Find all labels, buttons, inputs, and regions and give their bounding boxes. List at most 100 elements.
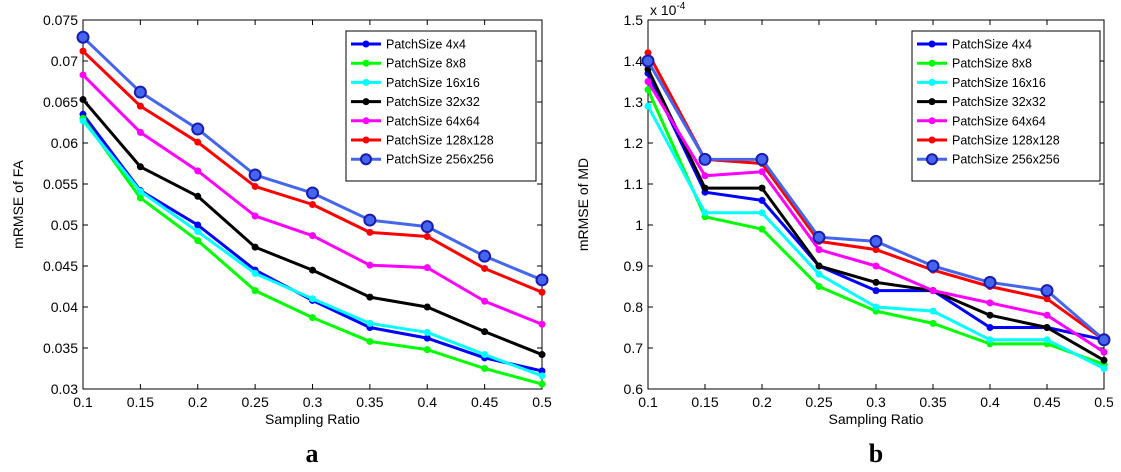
chart-a-data-point xyxy=(191,122,205,136)
chart-a-data-point xyxy=(251,269,259,277)
chart-b-data-point xyxy=(758,225,766,233)
chart-b-data-point xyxy=(986,336,994,344)
chart-b-data-point xyxy=(1100,348,1108,356)
chart-a-x-tick-label: 0.35 xyxy=(356,394,383,410)
chart-b-data-point xyxy=(926,259,940,273)
chart-b-x-tick-label: 0.5 xyxy=(1094,394,1114,410)
chart-b-x-tick-label: 0.25 xyxy=(805,394,832,410)
chart-a-legend-label: PatchSize 256x256 xyxy=(386,153,494,167)
chart-a-data-point xyxy=(481,365,489,372)
chart-b-data-point xyxy=(644,65,652,73)
chart-a-data-point xyxy=(478,249,492,263)
chart-b-data-point xyxy=(986,299,994,307)
chart-a-data-point xyxy=(423,334,431,342)
chart-b-data-point xyxy=(755,152,769,166)
chart-a-data-point xyxy=(538,351,546,359)
chart-b-y-tick-label: 1.5 xyxy=(624,12,644,28)
chart-b-series-5 xyxy=(644,78,1108,356)
chart-b-data-point xyxy=(644,86,652,94)
chart-a-legend-entry: PatchSize 64x64 xyxy=(351,114,480,128)
chart-b-data-point xyxy=(1097,333,1111,347)
chart-b-y-tick-label: 1.1 xyxy=(624,176,644,192)
chart-a-y-tick-label: 0.065 xyxy=(43,94,78,110)
chart-b-legend-box xyxy=(911,30,1101,182)
chart-b-legend-marker xyxy=(928,136,936,144)
chart-b-data-point xyxy=(1043,336,1051,344)
chart-b-legend-marker xyxy=(928,78,936,86)
chart-a-data-point xyxy=(309,295,316,303)
chart-a-legend-label: PatchSize 32x32 xyxy=(386,95,480,109)
chart-b-x-tick-label: 0.2 xyxy=(752,394,772,410)
chart-b-data-point xyxy=(758,209,766,217)
chart-b-x-tick-label: 0.3 xyxy=(866,394,886,410)
chart-b-data-point xyxy=(872,303,880,311)
chart-a-legend-marker xyxy=(362,59,370,67)
chart-a-legend-marker xyxy=(362,78,370,86)
chart-a-legend-label: PatchSize 64x64 xyxy=(386,114,480,128)
chart-b-y-tick-label: 0.9 xyxy=(624,258,644,274)
chart-a-y-tick-label: 0.05 xyxy=(51,217,78,233)
chart-a-legend-entry: PatchSize 8x8 xyxy=(351,57,466,71)
chart-a-y-tick-label: 0.055 xyxy=(43,176,78,192)
chart-a-data-point xyxy=(136,102,144,110)
chart-a-data-point xyxy=(136,187,144,195)
chart-a-data-point xyxy=(481,328,489,336)
chart-b-legend-marker xyxy=(928,98,936,106)
chart-a-legend-marker xyxy=(362,40,370,48)
chart-a-data-point xyxy=(194,192,202,200)
chart-b-legend: PatchSize 4x4 PatchSize 8x8 PatchSize 16x1… xyxy=(911,30,1101,182)
chart-a-data-point xyxy=(423,328,431,336)
chart-b-legend-marker xyxy=(928,117,936,125)
chart-b-legend-label: PatchSize 128x128 xyxy=(952,134,1060,148)
chart-a-data-point xyxy=(363,213,377,227)
chart-a-data-point xyxy=(538,320,546,328)
chart-b-data-point xyxy=(872,262,880,270)
chart-a-data-point xyxy=(538,288,546,296)
chart-a-y-tick-label: 0.03 xyxy=(51,381,78,397)
chart-a-legend-marker xyxy=(362,136,370,144)
chart-b-data-point xyxy=(929,307,937,315)
chart-b-legend-label: PatchSize 4x4 xyxy=(952,38,1032,52)
chart-a-data-point xyxy=(309,266,316,274)
chart-b-data-point xyxy=(815,283,823,290)
chart-b-x-tick-label: 0.4 xyxy=(980,394,1000,410)
chart-a-data-point xyxy=(309,314,316,322)
chart-a-legend-entry: PatchSize 4x4 xyxy=(351,38,466,52)
chart-b-y-tick-label: 0.6 xyxy=(624,381,644,397)
chart-b-exponent-label: x 10-4 xyxy=(650,1,686,18)
chart-a-data-point xyxy=(423,264,431,272)
chart-b-data-point xyxy=(1100,356,1108,364)
chart-b-data-point xyxy=(929,319,937,327)
chart-b-data-point xyxy=(701,209,709,217)
chart-b-legend-entry: PatchSize 256x256 xyxy=(917,153,1060,167)
chart-a-data-point xyxy=(248,168,262,182)
chart-b-y-tick-label: 1.4 xyxy=(624,53,644,69)
chart-a-y-tick-label: 0.075 xyxy=(43,12,78,28)
chart-b-data-point xyxy=(701,184,709,192)
chart-b-series-3 xyxy=(644,102,1108,372)
chart-b-legend-label: PatchSize 16x16 xyxy=(952,76,1046,90)
chart-b-data-point xyxy=(812,230,826,244)
chart-a-data-point xyxy=(481,297,489,305)
chart-a-x-tick-label: 0.3 xyxy=(303,394,323,410)
chart-a-data-point xyxy=(306,186,319,200)
chart-b-data-point xyxy=(1043,295,1051,303)
chart-b-legend-entry: PatchSize 8x8 xyxy=(917,57,1032,71)
chart-a-data-point xyxy=(481,351,489,359)
chart-a-x-tick-label: 0.2 xyxy=(188,394,208,410)
chart-a-data-point xyxy=(366,228,374,236)
chart-a-series-7 xyxy=(76,30,549,287)
chart-a-x-tick-label: 0.1 xyxy=(73,394,93,410)
chart-b-panel-letter: b xyxy=(869,439,883,468)
chart-b-legend-entry: PatchSize 32x32 xyxy=(917,95,1046,109)
chart-a-data-point xyxy=(309,232,316,240)
chart-b-y-axis-label: mRMSE of MD xyxy=(575,158,591,251)
chart-a-y-tick-label: 0.07 xyxy=(51,53,78,69)
chart-b-data-point xyxy=(701,172,709,180)
chart-b: 0.1 0.15 0.2 0.25 0.3 0.35 0.4 0.45 0.5 0.6 0.7 0.8… xyxy=(575,1,1114,468)
chart-a-data-point xyxy=(194,138,202,146)
chart-a-data-point xyxy=(538,380,546,388)
chart-b-x-tick-label: 0.35 xyxy=(919,394,946,410)
chart-a-data-point xyxy=(79,117,87,125)
chart-b-legend-marker xyxy=(928,40,936,48)
